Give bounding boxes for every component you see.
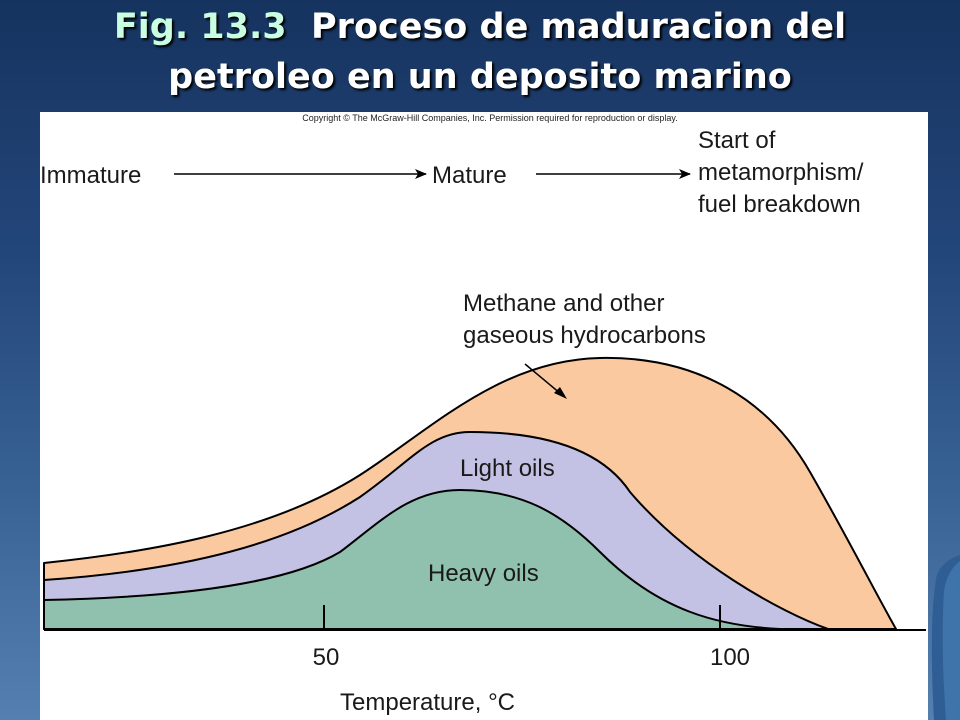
methane-pointer-head xyxy=(554,387,567,399)
temperature-axis-label: Temperature, °C xyxy=(340,689,515,716)
title-line-2: petroleo en un deposito marino xyxy=(168,57,792,97)
tick-label-50: 50 xyxy=(313,644,340,671)
stage-end-line-2: metamorphism/ xyxy=(698,159,864,186)
figure-number: Fig. 13.3 xyxy=(113,7,287,47)
stage-end-line-1: Start of xyxy=(698,127,776,154)
stage-mature: Mature xyxy=(432,162,507,189)
slide-title: Fig. 13.3 Proceso de maduracion del petr… xyxy=(0,2,960,102)
title-line-1: Fig. 13.3 Proceso de maduracion del xyxy=(0,2,960,52)
tick-label-100: 100 xyxy=(710,644,750,671)
light-oils-label: Light oils xyxy=(460,455,555,482)
decorative-wave-shape xyxy=(931,555,960,720)
heavy-oils-label: Heavy oils xyxy=(428,560,539,587)
heavy-oil-band xyxy=(43,489,781,630)
copyright-notice: Copyright © The McGraw-Hill Companies, I… xyxy=(302,113,677,123)
stage-end-line-3: fuel breakdown xyxy=(698,191,861,218)
figure-panel: Copyright © The McGraw-Hill Companies, I… xyxy=(40,112,928,720)
methane-label-line-2: gaseous hydrocarbons xyxy=(463,322,706,349)
maturation-diagram: Copyright © The McGraw-Hill Companies, I… xyxy=(40,113,926,716)
stage-immature: Immature xyxy=(40,162,141,189)
methane-pointer-line xyxy=(524,363,562,395)
title-text-1: Proceso de maduracion del xyxy=(311,7,847,47)
methane-label-line-1: Methane and other xyxy=(463,290,664,317)
